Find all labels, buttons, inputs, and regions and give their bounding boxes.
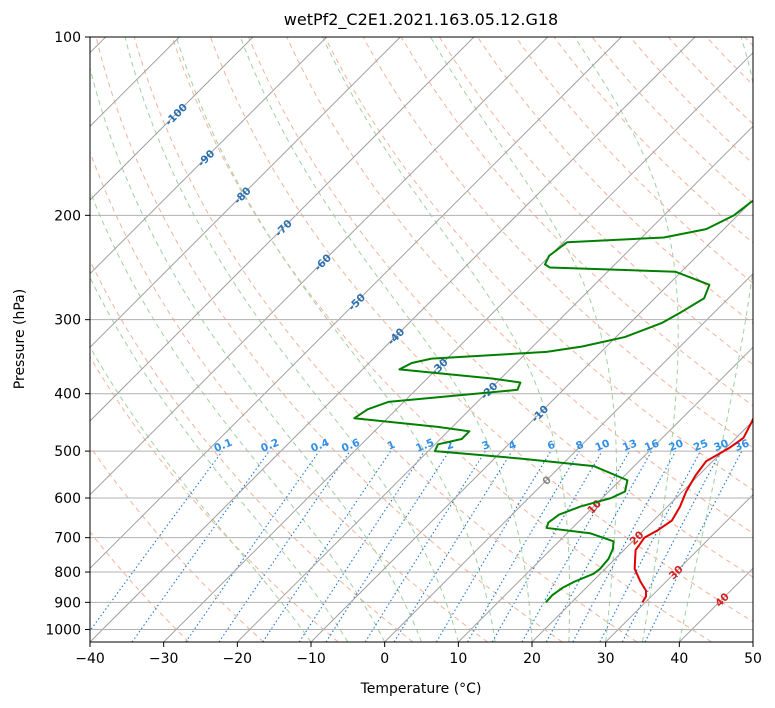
isotherm-line	[163, 51, 753, 642]
x-tick-label: −10	[296, 651, 326, 667]
y-tick-label: 300	[54, 313, 81, 329]
chart-title: wetPf2_C2E1.2021.163.05.12.G18	[284, 10, 558, 30]
moist-adiabat	[90, 66, 422, 642]
dry-adiabat	[210, 37, 753, 623]
mixing-ratio-line	[218, 450, 351, 642]
isotherm-line	[90, 37, 549, 496]
mixing-ratio-line	[364, 450, 486, 642]
moist-adiabat	[90, 189, 386, 642]
mixing-ratio-label: 6	[546, 439, 557, 453]
moist-adiabats	[90, 37, 753, 642]
x-tick-label: −40	[75, 651, 105, 667]
isotherm-line	[90, 37, 622, 570]
dry-adiabat	[133, 37, 638, 642]
mixing-ratio-label: 3	[480, 439, 491, 453]
dry-adiabat	[324, 37, 753, 491]
y-tick-label: 1000	[45, 622, 81, 638]
mixing-ratio-label: 2	[444, 439, 455, 453]
dry-adiabat	[90, 531, 190, 642]
dry-adiabat	[400, 37, 753, 407]
dry-adiabat	[248, 37, 753, 578]
moist-adiabat	[90, 276, 349, 642]
moist-adiabat	[574, 37, 679, 642]
mixing-ratio-line	[467, 450, 580, 642]
moist-adiabat	[90, 345, 312, 642]
mixing-ratio-line	[491, 450, 603, 642]
moist-adiabat	[322, 37, 571, 642]
isotherm-line	[605, 493, 753, 642]
mixing-ratio-line	[393, 450, 513, 642]
y-tick-label: 600	[54, 491, 81, 507]
isotherm-line	[236, 125, 753, 642]
dry-adiabat	[439, 37, 753, 366]
dry-adiabat	[95, 37, 563, 642]
dry-adiabat	[286, 37, 753, 534]
y-tick-label: 400	[54, 387, 81, 403]
x-tick-label: −20	[223, 651, 253, 667]
y-tick-label: 700	[54, 531, 81, 547]
y-axis-label: Pressure (hPa)	[12, 289, 28, 389]
x-tick-label: 30	[597, 651, 615, 667]
x-axis-label: Temperature (°C)	[360, 681, 482, 697]
plot-area: -100-90-80-70-60-50-40-30-20-10010203040…	[90, 37, 753, 642]
mixing-ratio-line	[185, 450, 320, 642]
isotherm-line	[531, 420, 753, 642]
x-tick-label: 40	[670, 651, 688, 667]
mixing-ratio-label: 20	[667, 437, 685, 454]
moist-adiabat	[175, 37, 496, 642]
moist-adiabat	[430, 37, 618, 642]
isotherm-line	[384, 272, 753, 642]
mixing-ratio-label: 13	[621, 437, 639, 454]
isotherm-line	[90, 37, 328, 275]
mixing-ratio-label: 8	[574, 439, 585, 453]
y-tick-label: 500	[54, 444, 81, 460]
mixing-ratio-label: 4	[507, 439, 518, 453]
isotherm-line	[90, 37, 696, 642]
x-tick-label: 0	[380, 651, 389, 667]
plot-frame	[89, 36, 754, 643]
sounding-profiles	[353, 199, 753, 604]
dry-adiabat	[90, 259, 414, 642]
mixing-ratio-label: 10	[594, 437, 612, 454]
x-tick-label: −30	[149, 651, 179, 667]
isotherm-line	[90, 37, 254, 201]
mixing-ratio-line	[325, 450, 450, 642]
x-tick-label: 10	[449, 651, 467, 667]
mixing-ratio-label: 1	[386, 439, 397, 453]
y-tick-label: 100	[54, 30, 81, 46]
x-tick-label: 50	[744, 651, 762, 667]
pressure-gridlines	[90, 37, 753, 630]
mixing-ratio-label: 25	[692, 437, 710, 454]
y-tick-label: 800	[54, 565, 81, 581]
isotherm-line	[457, 346, 753, 642]
mixing-ratio-line	[131, 450, 270, 642]
isotherm-line	[90, 37, 401, 349]
mixing-ratio-line	[90, 450, 223, 632]
moist-adiabat	[124, 37, 459, 642]
x-axis-ticks: −40 −30 −20 −10 0 10 20 30 40 50	[75, 642, 762, 667]
x-tick-label: 20	[523, 651, 541, 667]
mixing-ratio-label: 16	[643, 437, 661, 454]
mixing-ratio-line	[435, 450, 552, 642]
mixing-ratio-line	[572, 450, 677, 642]
y-tick-label: 200	[54, 208, 81, 224]
moist-adiabat	[239, 37, 533, 642]
isotherm-line	[90, 37, 475, 422]
y-axis-ticks: 100 200 300 400 500 600 700 800 900 1000	[45, 30, 90, 638]
mixing-ratio-line	[521, 450, 630, 642]
y-tick-label: 900	[54, 595, 81, 611]
dewpoint-profile-line	[353, 199, 753, 604]
temperature-profile-line	[633, 416, 753, 603]
